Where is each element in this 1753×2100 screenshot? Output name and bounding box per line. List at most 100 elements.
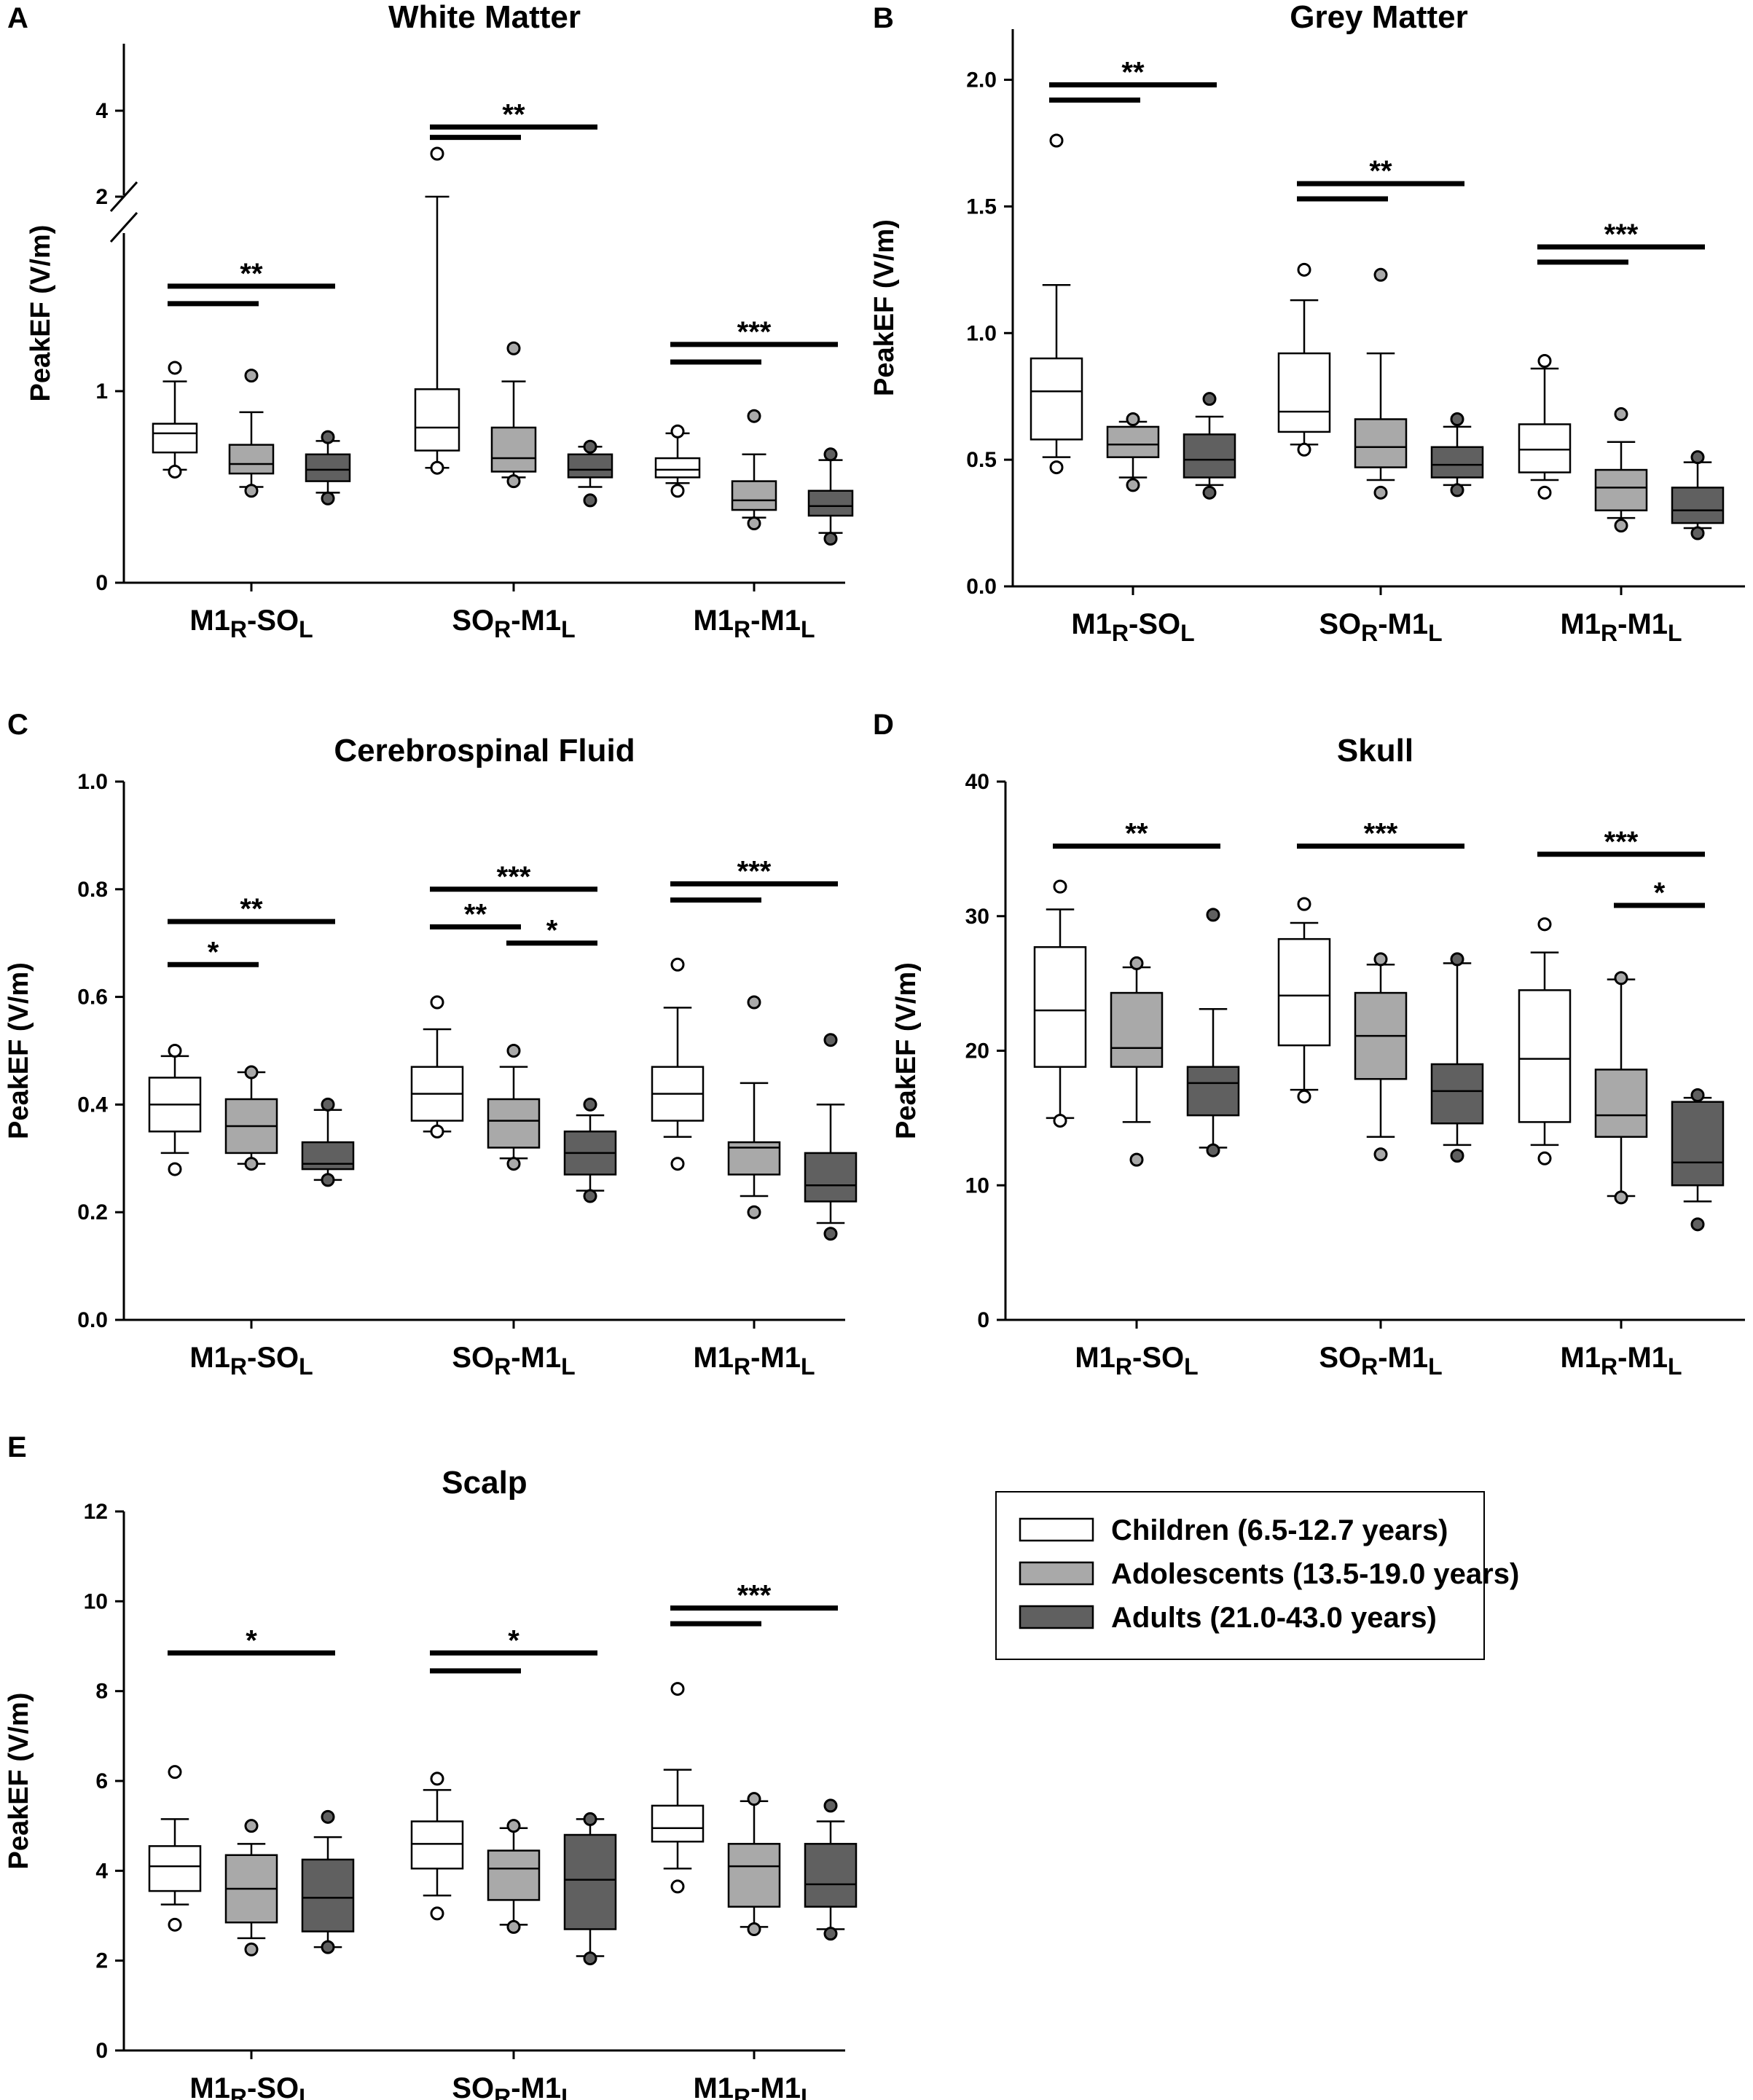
category-label: SOR-M1L (1319, 608, 1442, 646)
category-label: M1R-M1L (693, 1342, 815, 1380)
panel-letter: E (7, 1431, 27, 1463)
significance-label: ** (240, 258, 263, 290)
category-subscript: L (801, 1353, 815, 1380)
outlier-point (244, 369, 259, 383)
panel-b: B Grey Matter PeakEF (V/m) 0.0 0.5 1.0 1.5 2.0 M… (869, 0, 1745, 646)
y-tick-label: 0.2 (77, 1200, 108, 1224)
box-iqr (1594, 468, 1648, 511)
box-iqr (305, 453, 351, 482)
significance-label: ** (502, 98, 525, 130)
legend-swatch-adolescents (1019, 1561, 1094, 1586)
significance-label: *** (1604, 219, 1639, 251)
y-axis-label: PeakEF (V/m) (869, 219, 900, 396)
outlier-point (1202, 485, 1217, 500)
outlier-point (1450, 1149, 1464, 1163)
outlier-point (1049, 133, 1064, 148)
box-iqr (301, 1141, 355, 1171)
legend-label-children: Children (6.5-12.7 years) (1111, 1514, 1448, 1546)
significance-label: ** (1121, 57, 1145, 89)
category-label: M1R-M1L (1560, 608, 1682, 646)
significance-label: *** (497, 861, 531, 893)
box-iqr (152, 422, 198, 454)
y-tick-label: 10 (84, 1589, 108, 1613)
category-text: SO (452, 2072, 494, 2100)
panel-letter: A (7, 2, 28, 34)
outlier-point (168, 1917, 182, 1932)
box-children (410, 1771, 464, 1921)
category-text: -M1 (1617, 1342, 1668, 1374)
category-text: SO (452, 605, 494, 637)
outlier-point (823, 1798, 838, 1813)
outlier-point (1614, 519, 1628, 533)
outlier-point (430, 1906, 444, 1921)
y-tick-label: 4 (95, 1859, 108, 1883)
y-tick-label: 2.0 (966, 68, 997, 93)
category-subscript: R (734, 1353, 750, 1380)
category-text: -M1 (1378, 608, 1428, 640)
category-text: SO (1319, 1342, 1361, 1374)
category-subscript: R (1361, 1353, 1378, 1380)
category-subscript: R (230, 1353, 247, 1380)
y-tick-label: 1.0 (966, 321, 997, 345)
box-iqr (1033, 945, 1087, 1068)
category-subscript: R (1115, 1353, 1132, 1380)
box-iqr (654, 457, 701, 479)
outlier-point (1690, 526, 1705, 540)
category-text: M1 (189, 1342, 230, 1374)
box-adults (804, 1033, 858, 1241)
outlier-point (1450, 483, 1464, 498)
outlier-point (321, 1097, 335, 1112)
outlier-point (168, 1765, 182, 1780)
box-children (1518, 917, 1572, 1165)
legend: Children (6.5-12.7 years) Adolescents (1… (995, 1491, 1519, 1660)
category-text: -M1 (750, 605, 801, 637)
category-text: -SO (1129, 608, 1180, 640)
category-subscript: L (561, 616, 576, 642)
y-tick-label: 0.8 (77, 878, 108, 902)
y-tick-label: 2 (95, 185, 108, 209)
panel-letter: B (873, 2, 894, 34)
panel-title: Cerebrospinal Fluid (334, 733, 635, 768)
box-iqr (1518, 989, 1572, 1123)
significance-label: ** (240, 893, 263, 925)
category-text: SO (1319, 608, 1361, 640)
box-iqr (410, 1820, 464, 1870)
outlier-point (823, 532, 838, 546)
category-text: -SO (247, 1342, 299, 1374)
category-text: M1 (1071, 608, 1112, 640)
box-iqr (1671, 487, 1725, 524)
box-iqr (1030, 357, 1083, 441)
outlier-point (1053, 1114, 1067, 1128)
y-tick-label: 0.6 (77, 986, 108, 1010)
significance-label: ** (1369, 155, 1392, 187)
y-tick-label: 0.0 (966, 575, 997, 599)
category-subscript: L (299, 1353, 313, 1380)
axis-break-mark (109, 211, 138, 243)
box-children (654, 424, 701, 498)
box-adults (567, 439, 613, 508)
box-iqr (414, 388, 460, 452)
box-iqr (1183, 433, 1236, 479)
outlier-point (747, 1205, 761, 1219)
outlier-point (506, 1157, 521, 1171)
box-adults (301, 1097, 355, 1187)
category-subscript: L (299, 2084, 313, 2100)
outlier-point (823, 447, 838, 462)
category-subscript: L (1428, 620, 1443, 646)
category-label: M1R-M1L (693, 2072, 815, 2100)
legend-swatch-adults (1019, 1605, 1094, 1629)
y-tick-label: 8 (95, 1680, 108, 1704)
category-label: M1R-SOL (1075, 1342, 1198, 1380)
category-text: -M1 (511, 1342, 561, 1374)
box-adults (301, 1809, 355, 1954)
box-iqr (1110, 991, 1164, 1068)
category-subscript: L (1428, 1353, 1443, 1380)
outlier-point (244, 1157, 259, 1171)
box-adults (563, 1097, 617, 1203)
legend-swatch-children (1019, 1517, 1094, 1542)
category-subscript: R (734, 616, 750, 642)
outlier-point (244, 1942, 259, 1957)
outlier-point (1129, 956, 1144, 970)
outlier-point (823, 1033, 838, 1047)
